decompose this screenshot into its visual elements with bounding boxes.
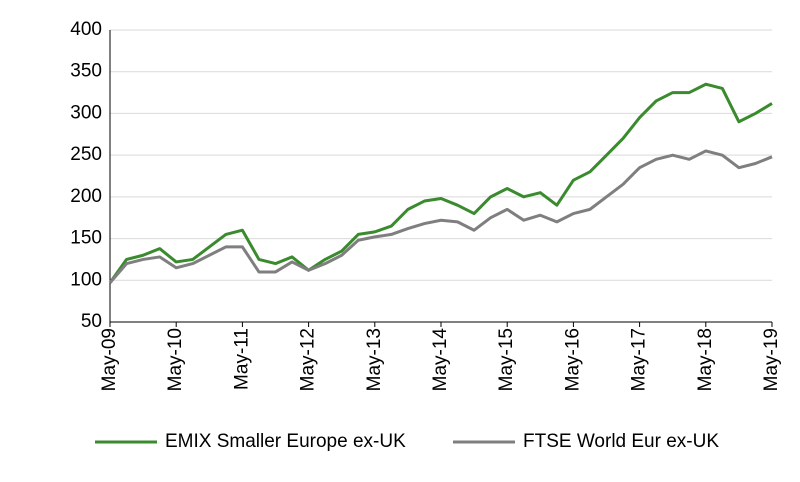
y-tick-label: 350 xyxy=(70,61,102,82)
y-tick-label: 100 xyxy=(70,269,102,290)
x-tick-label: May-13 xyxy=(364,328,385,391)
x-tick-label: May-16 xyxy=(562,328,583,391)
x-tick-label: May-17 xyxy=(629,328,650,391)
y-tick-label: 400 xyxy=(70,19,102,40)
series-line xyxy=(108,149,773,284)
y-tick-label: 150 xyxy=(70,228,102,249)
series-line xyxy=(108,82,773,284)
x-tick-label: May-14 xyxy=(430,328,451,392)
y-tick-label: 250 xyxy=(70,144,102,165)
legend-label: EMIX Smaller Europe ex-UK xyxy=(165,431,406,452)
y-tick-label: 300 xyxy=(70,102,102,123)
x-tick-label: May-11 xyxy=(231,328,252,390)
x-tick-label: May-19 xyxy=(761,328,782,391)
x-tick-label: May-12 xyxy=(298,328,319,391)
legend-label: FTSE World Eur ex-UK xyxy=(523,431,719,452)
y-tick-label: 50 xyxy=(81,311,102,332)
x-tick-label: May-09 xyxy=(99,328,120,391)
x-tick-label: May-15 xyxy=(496,328,517,391)
x-tick-label: May-10 xyxy=(165,328,186,391)
x-tick-label: May-18 xyxy=(695,328,716,391)
y-tick-label: 200 xyxy=(70,186,102,207)
